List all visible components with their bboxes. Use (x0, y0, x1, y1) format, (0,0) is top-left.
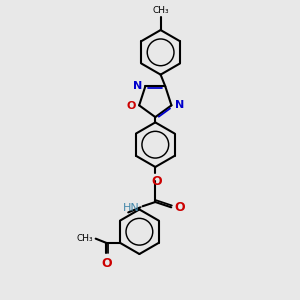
Text: CH₃: CH₃ (77, 234, 94, 243)
Text: O: O (174, 201, 185, 214)
Text: N: N (175, 100, 184, 110)
Text: CH₃: CH₃ (152, 6, 169, 15)
Text: O: O (127, 101, 136, 111)
Text: N: N (133, 81, 142, 92)
Text: O: O (101, 257, 112, 270)
Text: O: O (151, 176, 162, 188)
Text: HN: HN (123, 203, 140, 213)
